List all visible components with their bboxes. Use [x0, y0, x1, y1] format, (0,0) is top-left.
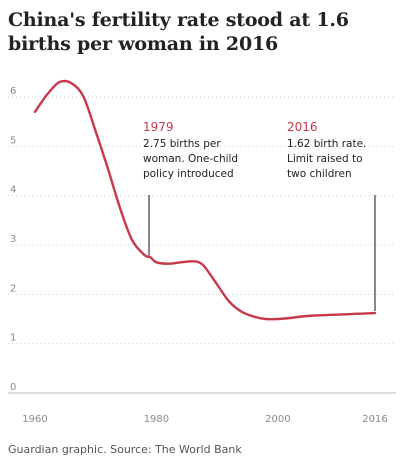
x-tick-label-2000: 2000 — [265, 414, 290, 425]
annotation-1979-text-line-1: 2.75 births per — [143, 138, 221, 150]
annotation-2016-text-line-3: two children — [287, 168, 352, 180]
y-tick-label-4: 4 — [10, 185, 16, 196]
y-tick-label-2: 2 — [10, 283, 16, 294]
source-note: Guardian graphic. Source: The World Bank — [8, 443, 242, 456]
y-tick-label-3: 3 — [10, 234, 16, 245]
y-tick-label-5: 5 — [10, 135, 16, 146]
chart-title: China's fertility rate stood at 1.6 birt… — [8, 9, 349, 55]
y-tick-label-1: 1 — [10, 333, 16, 344]
annotation-1979-text-line-3: policy introduced — [143, 168, 234, 180]
annotation-2016-year: 2016 — [287, 120, 318, 134]
annotation-1979-year: 1979 — [143, 120, 174, 134]
x-tick-label-1980: 1980 — [144, 414, 169, 425]
annotation-2016-text-line-1: 1.62 birth rate. — [287, 138, 366, 150]
annotation-1979-text-line-2: woman. One-child — [143, 153, 238, 165]
annotation-2016-text-line-2: Limit raised to — [287, 153, 363, 165]
x-tick-label-1960: 1960 — [22, 414, 47, 425]
y-tick-label-0: 0 — [10, 382, 16, 393]
y-tick-label-6: 6 — [10, 86, 16, 97]
x-tick-label-2016: 2016 — [362, 414, 387, 425]
fertility-rate-line — [33, 79, 377, 321]
